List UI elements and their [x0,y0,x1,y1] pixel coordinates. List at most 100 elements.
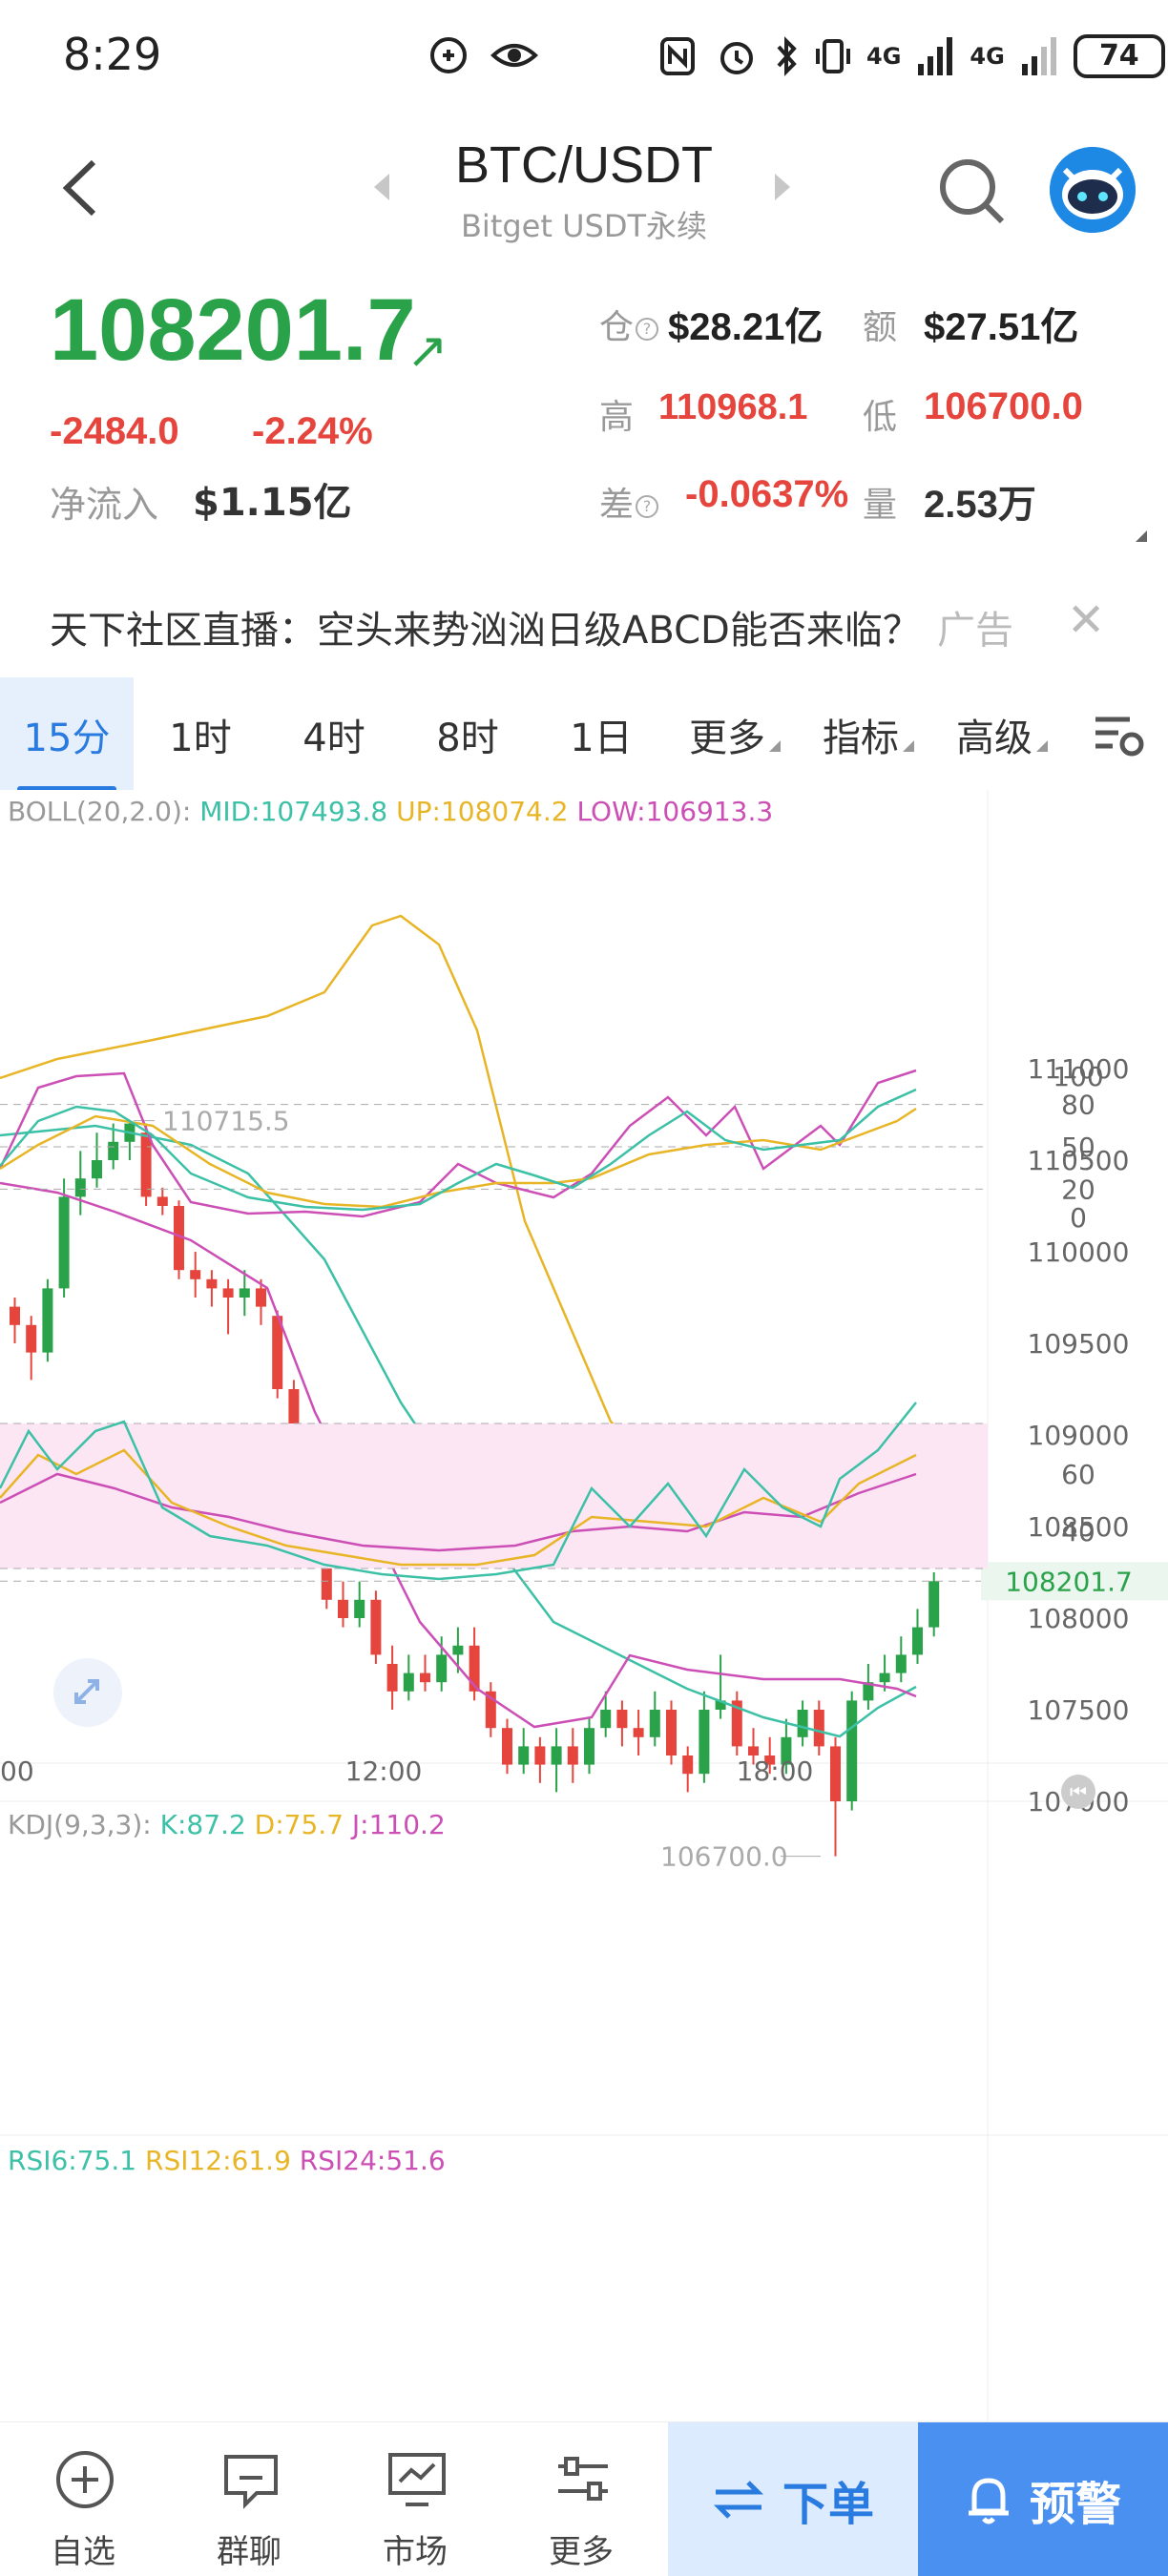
tab-indicators[interactable]: 指标 [802,677,935,792]
close-icon[interactable]: ✕ [1067,593,1106,647]
chart-settings-icon[interactable] [1069,677,1168,792]
nfc-icon [658,35,700,77]
battery-icon: 74 [1073,34,1165,78]
tab-1h[interactable]: 1时 [169,717,232,760]
signal-4g-icon: 4G [866,43,902,70]
order-button[interactable]: 下单 [668,2422,918,2576]
dropdown-icon [769,740,781,752]
kdj-tick: 0 [1070,1202,1087,1234]
qty-value: 2.53万 [924,484,1036,526]
price-tick: 107500 [1028,1694,1130,1726]
chart-area[interactable]: 111000 110500 110000 109500 109000 108500 1080… [0,790,1168,2421]
nav-market[interactable]: 市场 [334,2422,496,2576]
bell-icon [968,2478,1009,2524]
candle [534,1746,546,1765]
candle [912,1627,923,1655]
candle [551,1746,562,1765]
bluetooth-icon [773,35,800,77]
high-value: 110968.1 [658,387,808,427]
candle [731,1700,742,1747]
price-tick: 108000 [1028,1603,1130,1634]
header: BTC/USDT Bitget USDT永续 [0,114,1168,258]
help-icon[interactable]: ? [636,318,659,341]
low-label: 低 [863,398,898,437]
scroll-to-start-icon[interactable]: ⏮ [1061,1775,1095,1809]
candle [928,1581,940,1628]
nav-watchlist[interactable]: 自选 [2,2422,164,2576]
ad-banner[interactable]: 天下社区直播：空头来势汹汹日级ABCD能否来临？ 广告 ✕ [0,572,1168,668]
rsi24-line [0,1472,917,1552]
ad-text[interactable]: 天下社区直播：空头来势汹汹日级ABCD能否来临？ [50,609,921,653]
search-icon[interactable] [933,153,1010,229]
price-tick: 109000 [1028,1420,1130,1451]
high-marker: 110715.5 [162,1106,290,1137]
candle [699,1710,710,1775]
next-pair-icon[interactable] [775,174,790,200]
pair-title[interactable]: BTC/USDT [455,136,713,194]
tab-4h[interactable]: 4时 [302,717,365,760]
kdj-tick: 100 [1053,1061,1103,1092]
candle [206,1278,218,1289]
kdj-tick: 20 [1061,1174,1095,1205]
expand-corner-icon[interactable] [1136,530,1147,542]
candle [518,1746,530,1765]
amount-label: 额 [863,308,898,347]
candle [567,1746,578,1765]
price-tick: 111000 [1028,1053,1130,1085]
vibrate-icon [815,35,851,77]
prev-pair-icon[interactable] [374,174,389,200]
candle [174,1206,184,1271]
dropdown-icon [903,740,914,752]
candle [485,1691,496,1729]
candle [288,1389,300,1454]
nav-chat[interactable]: 群聊 [168,2422,330,2576]
candle [748,1746,759,1755]
rsi-legend: RSI6:75.1 RSI12:61.9 RSI24:51.6 [8,2145,446,2176]
alert-button[interactable]: 预警 [918,2422,1168,2576]
tab-advanced[interactable]: 高级 [935,677,1069,792]
price-tick: 110000 [1028,1236,1130,1268]
kdj-tick: 80 [1061,1090,1095,1121]
kdj-tick: 50 [1061,1132,1095,1163]
swap-icon [713,2481,764,2519]
robot-avatar-icon[interactable] [1050,147,1136,233]
high-label: 高 [599,398,635,437]
candle [74,1178,86,1197]
candlestick-chart[interactable]: 111000 110500 110000 109500 109000 108500 1080… [0,790,1168,2421]
chart-background [0,790,1168,2421]
time-tick: 12:00 [345,1755,423,1787]
bottom-nav: 自选 群聊 市场 更多 下单 预警 [0,2421,1168,2576]
candle [895,1654,907,1673]
candle [338,1599,348,1618]
rsi-tick: 40 [1061,1516,1095,1548]
tab-15m[interactable]: 15分 [0,677,134,792]
help-icon-2[interactable]: ? [636,495,659,518]
tab-more[interactable]: 更多 [668,677,802,792]
candle [420,1672,430,1683]
candle [10,1306,20,1325]
nav-more[interactable]: 更多 [500,2422,662,2576]
candle [863,1682,874,1701]
candle [42,1288,53,1353]
add-watchlist-icon [56,2451,114,2508]
chat-icon [224,2455,278,2509]
tab-8h[interactable]: 8时 [436,717,499,760]
netflow-value: $1.15亿 [193,481,352,525]
candle [879,1672,890,1683]
candle [682,1755,694,1775]
fullscreen-icon[interactable] [53,1658,122,1727]
price-tick: 109500 [1028,1328,1130,1360]
candle [386,1664,398,1692]
eye-icon [490,34,538,76]
rsi12-line [0,1448,917,1567]
basis-label: 差 [599,486,635,525]
candle [813,1710,824,1747]
back-button[interactable] [53,155,111,221]
candle [370,1599,382,1655]
candle [649,1710,660,1737]
candle [108,1141,119,1160]
oi-value: $28.21亿 [668,306,824,348]
current-price-tag: 108201.7 [1005,1566,1133,1597]
kdj-k-line [0,1088,917,1212]
tab-1d[interactable]: 1日 [570,717,633,760]
